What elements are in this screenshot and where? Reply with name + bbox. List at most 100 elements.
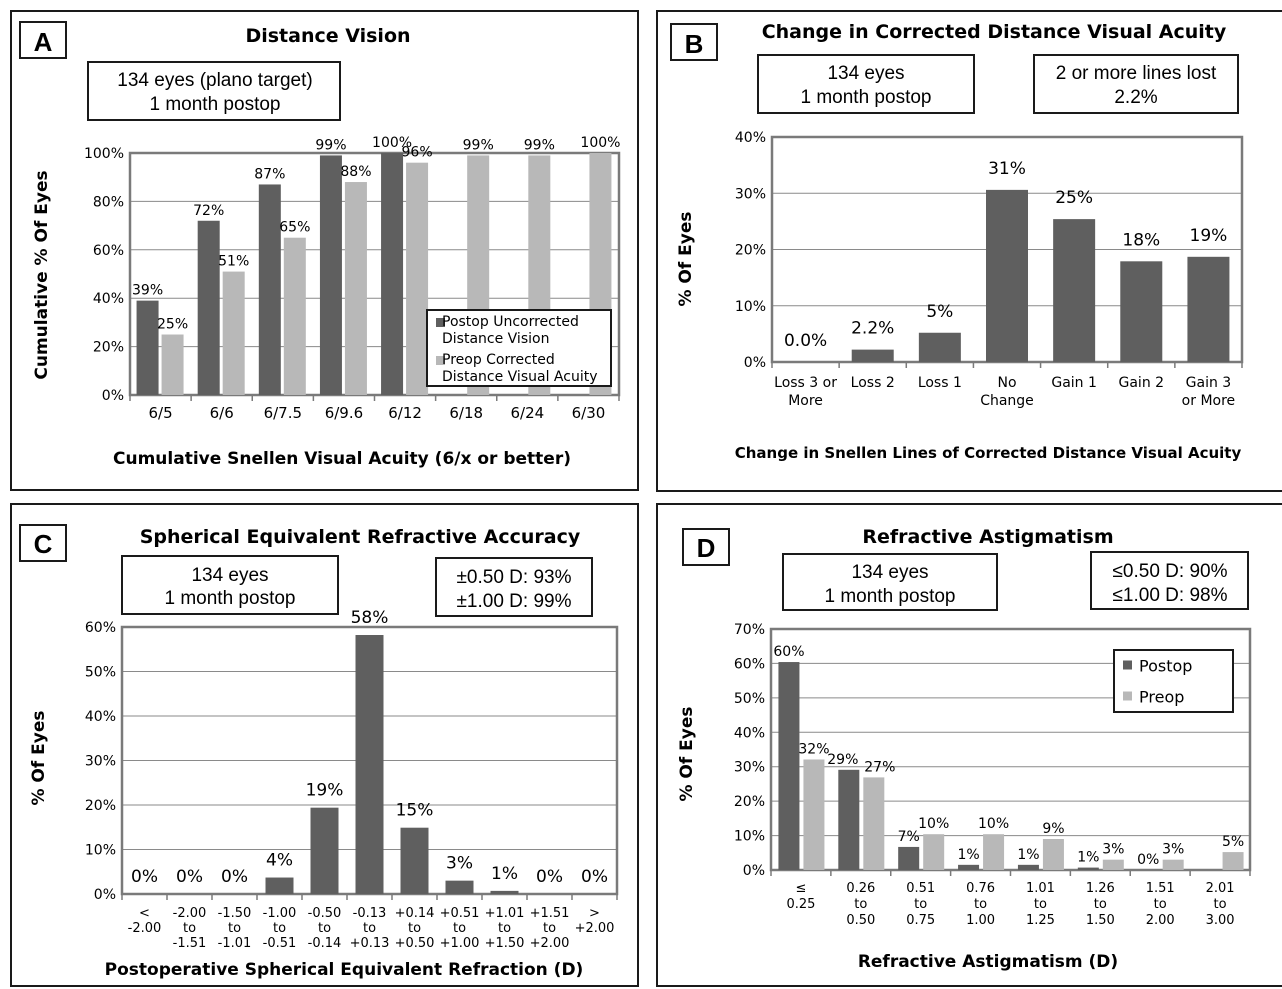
y-tick-label: 100%	[84, 146, 124, 162]
x-tick-label: +1.00	[440, 936, 480, 951]
legend-box	[1113, 649, 1234, 713]
info-line-2: 1 month postop	[825, 586, 956, 607]
panel-letter: D	[697, 533, 716, 563]
panel-b: B Change in Corrected Distance Visual Ac…	[656, 10, 1282, 492]
y-tick-label: 10%	[85, 843, 116, 859]
data-label: 39%	[132, 283, 163, 299]
data-label: 99%	[524, 137, 555, 153]
data-label: 10%	[978, 816, 1009, 832]
info-line-2: 1 month postop	[165, 588, 296, 609]
legend-label: Distance Vision	[442, 331, 549, 347]
data-label: 7%	[898, 829, 920, 845]
data-label: 0%	[536, 867, 563, 887]
data-label: 100%	[580, 135, 620, 151]
bar	[319, 155, 342, 395]
y-tick-label: 40%	[85, 709, 116, 725]
bar	[136, 300, 159, 395]
y-axis-label: Cumulative % Of Eyes	[32, 170, 52, 379]
x-tick-label: +2.00	[530, 936, 570, 951]
x-tick-label: >	[589, 906, 600, 921]
info2-line-1: 2 or more lines lost	[1056, 63, 1217, 84]
y-tick-label: 30%	[85, 754, 116, 770]
bar	[445, 880, 474, 894]
info-line-1: 134 eyes	[827, 63, 904, 84]
bar	[355, 635, 384, 894]
x-tick-label: -0.51	[263, 936, 297, 951]
y-tick-label: 10%	[734, 829, 765, 845]
x-tick-label: 2.01	[1206, 881, 1235, 896]
info-line-2: 1 month postop	[150, 94, 281, 115]
data-label: 18%	[1122, 230, 1160, 250]
bar	[381, 153, 404, 395]
data-label: 65%	[279, 220, 310, 236]
y-tick-label: 20%	[734, 794, 765, 810]
x-tick-label: +0.14	[395, 906, 435, 921]
data-label: 60%	[773, 644, 804, 660]
bar	[986, 189, 1028, 362]
bar	[863, 777, 885, 870]
y-tick-label: 40%	[734, 725, 765, 741]
x-tick-label: -0.13	[353, 906, 387, 921]
data-label: 5%	[926, 302, 953, 322]
y-tick-label: 20%	[85, 798, 116, 814]
x-tick-label: to	[914, 897, 927, 912]
bar	[258, 184, 281, 395]
bar	[918, 332, 961, 362]
data-label: 58%	[351, 608, 389, 628]
y-tick-label: 50%	[734, 691, 765, 707]
data-label: 25%	[157, 317, 188, 333]
x-tick-label: to	[183, 921, 196, 936]
bar	[310, 807, 339, 894]
x-tick-label: -1.50	[218, 906, 252, 921]
info2-line-2: 2.2%	[1114, 87, 1157, 108]
bar	[778, 662, 800, 870]
legend-label: Postop	[1139, 657, 1192, 676]
x-tick-label: to	[543, 921, 556, 936]
x-tick-label: Gain 1	[1051, 375, 1097, 391]
y-tick-label: 60%	[734, 656, 765, 672]
x-axis-label: Refractive Astigmatism (D)	[858, 952, 1118, 972]
bar	[283, 237, 306, 395]
x-tick-label: Loss 1	[918, 375, 962, 391]
x-tick-label: to	[974, 897, 987, 912]
info2-line-1: ≤0.50 D: 90%	[1113, 561, 1228, 582]
data-label: 3%	[446, 854, 473, 874]
x-tick-label: +1.51	[530, 906, 570, 921]
x-tick-label: 1.00	[966, 913, 995, 928]
x-tick-label: 6/24	[510, 404, 544, 422]
data-label: 19%	[1190, 226, 1228, 246]
data-label: 25%	[1055, 188, 1093, 208]
data-label: 87%	[254, 166, 285, 182]
x-tick-label: 6/12	[388, 404, 422, 422]
data-label: 32%	[798, 741, 829, 757]
x-tick-label: to	[1094, 897, 1107, 912]
chart-title: Spherical Equivalent Refractive Accuracy	[140, 526, 581, 548]
bar	[898, 846, 920, 870]
x-tick-label: to	[1154, 897, 1167, 912]
x-axis-label: Postoperative Spherical Equivalent Refra…	[105, 960, 584, 980]
x-tick-label: Loss 2	[851, 375, 895, 391]
y-axis-label: % Of Eyes	[677, 706, 697, 801]
panel-letter: B	[685, 29, 704, 59]
y-tick-label: 60%	[93, 243, 124, 259]
legend-swatch	[436, 318, 445, 327]
data-label: 1%	[1077, 850, 1099, 866]
x-tick-label: -1.00	[263, 906, 297, 921]
y-tick-label: 0%	[744, 355, 766, 371]
data-label: 51%	[218, 254, 249, 270]
info-line-1: 134 eyes	[191, 565, 268, 586]
panel-letter: A	[34, 27, 53, 57]
x-tick-label: 6/9.6	[325, 404, 363, 422]
bar	[1162, 859, 1184, 870]
data-label: 10%	[918, 816, 949, 832]
panel-c-svg: C Spherical Equivalent Refractive Accura…	[19, 524, 619, 980]
data-label: 0%	[221, 867, 248, 887]
data-label: 15%	[396, 801, 434, 821]
bar	[851, 349, 894, 362]
x-axis-label: Change in Snellen Lines of Corrected Dis…	[735, 444, 1242, 462]
y-tick-label: 30%	[734, 760, 765, 776]
data-label: 31%	[988, 159, 1026, 179]
x-tick-label: or More	[1182, 393, 1235, 409]
y-tick-label: 0%	[102, 388, 124, 404]
x-tick-label: -0.14	[308, 936, 342, 951]
